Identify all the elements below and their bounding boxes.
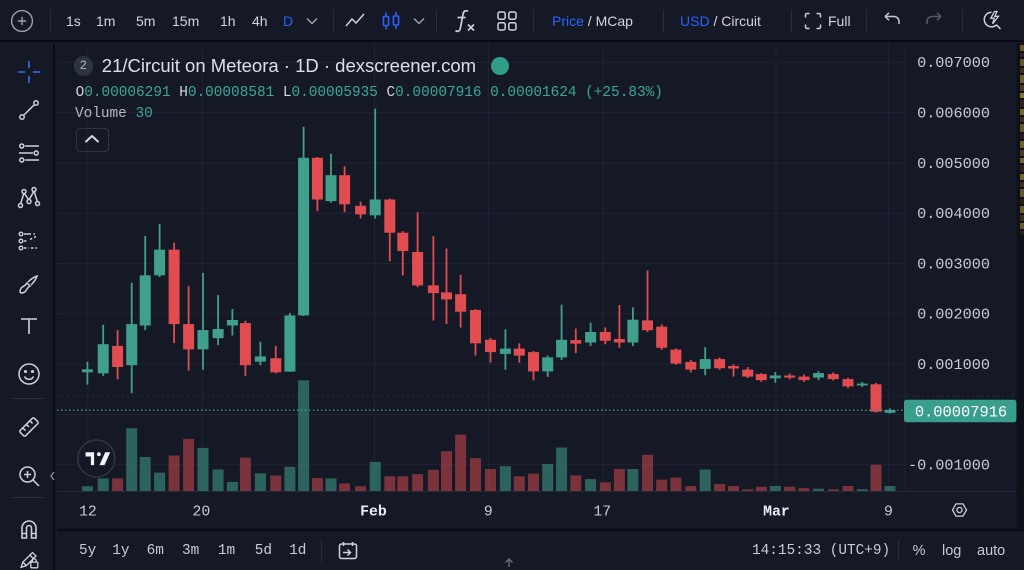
svg-text:17: 17 xyxy=(593,505,611,521)
svg-text:0.001000: 0.001000 xyxy=(917,356,990,374)
svg-text:Mar: Mar xyxy=(763,505,790,521)
svg-text:0.002000: 0.002000 xyxy=(917,306,990,324)
svg-text:0.00007916: 0.00007916 xyxy=(915,403,1007,421)
svg-text:12: 12 xyxy=(79,505,97,521)
svg-text:0.003000: 0.003000 xyxy=(917,255,990,273)
svg-text:0.004000: 0.004000 xyxy=(917,205,990,223)
svg-text:0.007000: 0.007000 xyxy=(917,54,990,72)
svg-text:Feb: Feb xyxy=(360,505,387,521)
svg-text:-0.001000: -0.001000 xyxy=(908,457,990,475)
svg-text:20: 20 xyxy=(193,505,211,521)
svg-text:0.006000: 0.006000 xyxy=(917,105,990,123)
svg-text:9: 9 xyxy=(484,505,493,521)
svg-text:0.005000: 0.005000 xyxy=(917,155,990,173)
svg-text:9: 9 xyxy=(884,505,893,521)
